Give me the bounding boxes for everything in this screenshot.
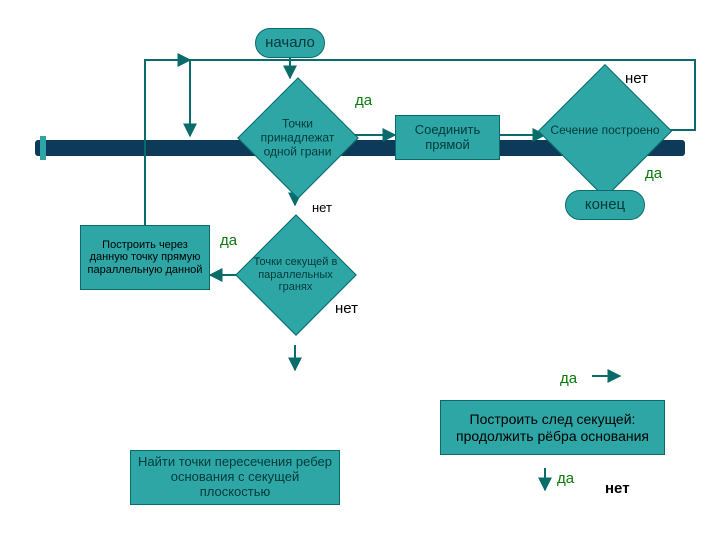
edge-label-8: нет: [605, 480, 630, 497]
node-d_face-label: Точки принадлежат одной грани: [254, 117, 341, 158]
node-d_built-label: Сечение построено: [550, 124, 660, 138]
node-build_par: Построить через данную точку прямую пара…: [80, 225, 210, 290]
edge-label-2: да: [645, 165, 662, 182]
node-connect: Соединить прямой: [395, 115, 500, 160]
edge-label-0: да: [355, 92, 372, 109]
edge-label-4: да: [220, 232, 237, 249]
node-find_int: Найти точки пересечения ребер основания …: [130, 450, 340, 505]
node-d_par: Точки секущей в параллельных гранях: [248, 205, 343, 345]
node-d_face: Точки принадлежат одной грани: [250, 78, 345, 198]
node-d_par-label: Точки секущей в параллельных гранях: [252, 256, 339, 294]
node-build_par-label: Построить через данную точку прямую пара…: [85, 239, 205, 277]
node-find_int-label: Найти точки пересечения ребер основания …: [135, 455, 335, 500]
node-start-label: начало: [265, 34, 315, 51]
edge-label-5: нет: [335, 300, 358, 317]
node-end: конец: [565, 190, 645, 220]
edge-label-7: да: [557, 470, 574, 487]
node-trace-label: Построить след секущей: продолжить рёбра…: [445, 411, 660, 443]
node-end-label: конец: [585, 196, 625, 213]
edge-label-3: нет: [312, 200, 332, 215]
edge-label-6: да: [560, 370, 577, 387]
node-start: начало: [255, 28, 325, 58]
node-connect-label: Соединить прямой: [400, 123, 495, 153]
edge-label-1: нет: [625, 70, 648, 87]
node-trace: Построить след секущей: продолжить рёбра…: [440, 400, 665, 455]
